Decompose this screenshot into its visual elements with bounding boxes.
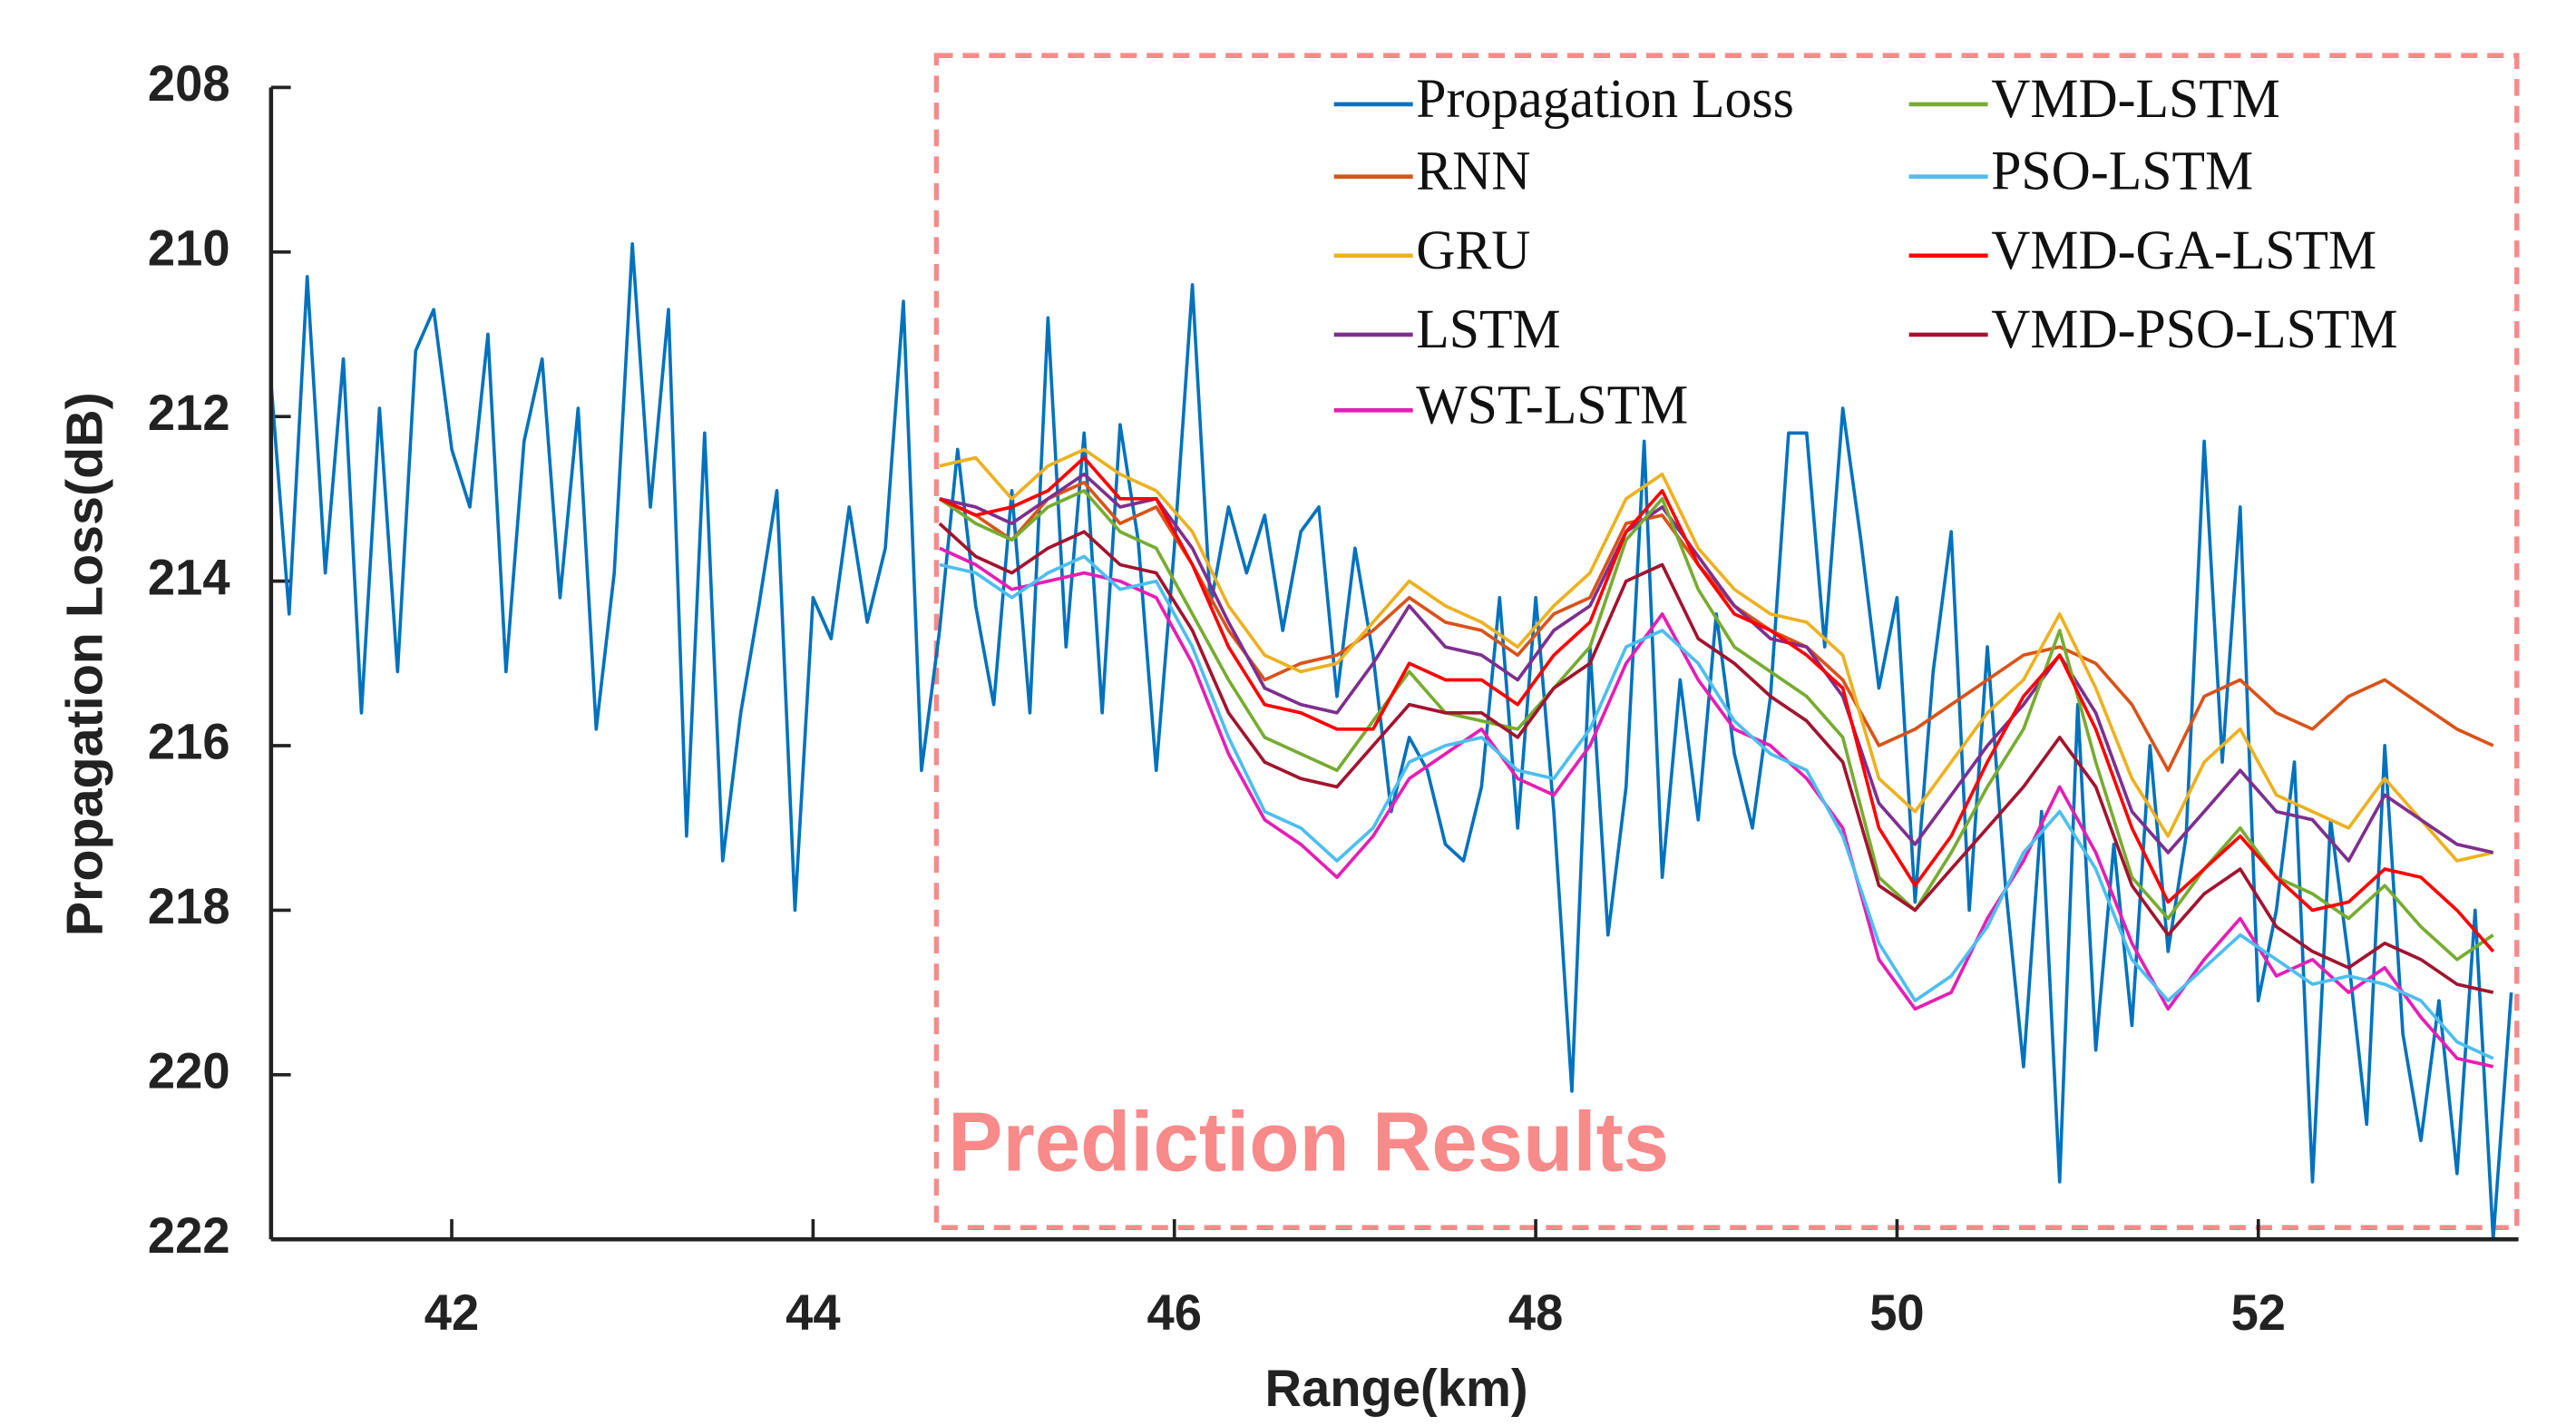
y-tick-label: 214: [148, 549, 230, 606]
x-tick-label: 50: [1869, 1284, 1924, 1342]
y-tick-label: 210: [148, 220, 230, 277]
y-tick-label: 220: [148, 1042, 230, 1099]
legend-label: RNN: [1416, 141, 1530, 202]
y-tick-label: 208: [148, 55, 230, 112]
x-tick-label: 52: [2231, 1284, 2286, 1342]
y-tick-label: 216: [148, 713, 230, 770]
series-line: [269, 241, 2513, 1242]
series-line: [939, 455, 2495, 953]
legend-label: Propagation Loss: [1416, 68, 1794, 130]
series-line: [938, 522, 2494, 994]
y-tick-label: 212: [148, 384, 230, 441]
legend-label: LSTM: [1416, 298, 1560, 360]
series-line: [939, 546, 2494, 1069]
legend-label: GRU: [1416, 220, 1530, 281]
series-line: [939, 472, 2494, 863]
x-tick-label: 46: [1147, 1284, 1202, 1342]
series-line: [939, 554, 2494, 1060]
y-axis-label: Propagation Loss(dB): [57, 392, 113, 936]
annotation: Prediction Results: [948, 1096, 1669, 1189]
x-tick-label: 42: [424, 1284, 479, 1342]
x-axis-label: Range(km): [1265, 1361, 1528, 1419]
legend-label: WST-LSTM: [1416, 375, 1688, 436]
prediction-box: [933, 53, 2520, 1231]
x-tick-label: 48: [1508, 1284, 1563, 1342]
legend-label: PSO-LSTM: [1991, 141, 2253, 202]
series-line: [938, 489, 2494, 962]
legend-label: VMD-PSO-LSTM: [1991, 298, 2397, 360]
legend-label: VMD-LSTM: [1991, 68, 2280, 130]
legend-label: VMD-GA-LSTM: [1991, 220, 2376, 281]
x-tick-label: 44: [785, 1284, 841, 1342]
series-line: [939, 447, 2494, 863]
y-tick-label: 218: [148, 878, 230, 935]
y-tick-label: 222: [148, 1206, 230, 1264]
